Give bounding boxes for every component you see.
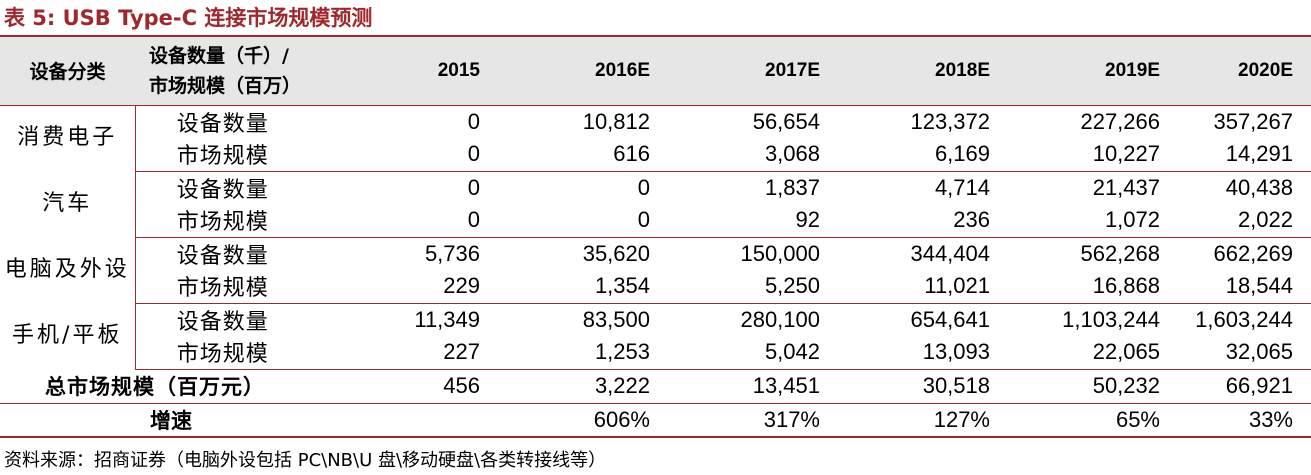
value-cell: 150,000 xyxy=(740,240,820,266)
header-category: 设备分类 xyxy=(0,37,135,106)
value-cell: 0 xyxy=(480,204,650,238)
value-cell: 3,068 xyxy=(650,138,820,172)
total-value: 66,921 xyxy=(1160,369,1311,404)
metric-cell: 设备数量 xyxy=(176,177,269,203)
table-row: 消费电子 设备数量 0 10,812 56,654 123,372 227,26… xyxy=(0,105,1311,171)
growth-value: 606% xyxy=(480,403,650,438)
header-row: 设备分类 设备数量（千）/ 市场规模（百万） 2015 2016E 2017E … xyxy=(0,37,1311,106)
metric-cell: 设备数量 xyxy=(176,111,269,137)
table-row: 市场规模 0 0 92 236 1,072 2,022 xyxy=(0,204,1311,238)
header-metric: 设备数量（千）/ 市场规模（百万） xyxy=(135,37,310,106)
growth-value: 317% xyxy=(650,403,820,438)
value-cell: 2,022 xyxy=(1160,204,1311,238)
total-value: 13,451 xyxy=(650,369,820,404)
value-cell: 0 xyxy=(310,138,480,172)
total-value: 3,222 xyxy=(480,369,650,404)
value-cell: 357,267 xyxy=(1213,108,1293,134)
value-cell: 18,544 xyxy=(1160,270,1311,304)
value-cell: 21,437 xyxy=(1092,174,1160,200)
value-cell: 344,404 xyxy=(910,240,990,266)
value-cell: 227,266 xyxy=(1080,108,1160,134)
total-value: 30,518 xyxy=(820,369,990,404)
category-cell: 消费电子 xyxy=(0,105,136,171)
table-title: 表 5: USB Type-C 连接市场规模预测 xyxy=(4,6,373,30)
value-cell: 1,354 xyxy=(480,270,650,304)
value-cell: 6,169 xyxy=(820,138,990,172)
metric-cell: 设备数量 xyxy=(176,309,269,335)
value-cell: 1,072 xyxy=(990,204,1160,238)
value-cell: 0 xyxy=(467,174,480,200)
value-cell: 13,093 xyxy=(820,336,990,370)
value-cell: 654,641 xyxy=(910,306,990,332)
header-year: 2019E xyxy=(990,37,1160,106)
table-row: 手机/平板 设备数量 11,349 83,500 280,100 654,641… xyxy=(0,303,1311,369)
table-row: 电脑及外设 设备数量 5,736 35,620 150,000 344,404 … xyxy=(0,237,1311,303)
value-cell: 56,654 xyxy=(752,108,820,134)
value-cell: 11,349 xyxy=(414,306,480,332)
top-rule xyxy=(0,35,1311,37)
value-cell: 280,100 xyxy=(740,306,820,332)
value-cell: 40,438 xyxy=(1225,174,1293,200)
table-row: 市场规模 227 1,253 5,042 13,093 22,065 32,06… xyxy=(0,336,1311,370)
value-cell: 5,736 xyxy=(424,240,480,266)
header-year: 2020E xyxy=(1160,37,1311,106)
growth-row: 增速 606% 317% 127% 65% 33% xyxy=(0,403,1311,438)
value-cell: 5,250 xyxy=(650,270,820,304)
value-cell: 123,372 xyxy=(910,108,990,134)
value-cell: 229 xyxy=(310,270,480,304)
value-cell: 0 xyxy=(310,204,480,238)
table-row: 市场规模 229 1,354 5,250 11,021 16,868 18,54… xyxy=(0,270,1311,304)
total-value: 456 xyxy=(310,369,480,404)
metric-cell: 市场规模 xyxy=(135,270,310,304)
value-cell: 5,042 xyxy=(650,336,820,370)
value-cell: 32,065 xyxy=(1160,336,1311,370)
category-cell: 汽车 xyxy=(0,171,136,237)
value-cell: 35,620 xyxy=(582,240,650,266)
header-year: 2016E xyxy=(480,37,650,106)
value-cell: 616 xyxy=(480,138,650,172)
value-cell: 14,291 xyxy=(1160,138,1311,172)
total-label: 总市场规模（百万元） xyxy=(0,369,310,404)
header-metric-line1: 设备数量（千）/ xyxy=(149,44,289,67)
value-cell: 22,065 xyxy=(990,336,1160,370)
value-cell: 562,268 xyxy=(1080,240,1160,266)
category-cell: 手机/平板 xyxy=(0,303,136,369)
metric-cell: 市场规模 xyxy=(135,138,310,172)
growth-value: 65% xyxy=(990,403,1160,438)
growth-value xyxy=(310,403,480,438)
category-cell: 电脑及外设 xyxy=(0,237,136,303)
growth-label: 增速 xyxy=(0,403,310,438)
header-metric-line2: 市场规模（百万） xyxy=(149,74,302,97)
header-year: 2015 xyxy=(310,37,480,106)
value-cell: 1,253 xyxy=(480,336,650,370)
value-cell: 0 xyxy=(467,108,480,134)
table-row: 汽车 设备数量 0 0 1,837 4,714 21,437 40,438 xyxy=(0,171,1311,237)
growth-value: 127% xyxy=(820,403,990,438)
value-cell: 92 xyxy=(650,204,820,238)
source-note: 资料来源：招商证券（电脑外设包括 PC\NB\U 盘\移动硬盘\各类转接线等） xyxy=(4,450,607,471)
total-value: 50,232 xyxy=(990,369,1160,404)
value-cell: 227 xyxy=(310,336,480,370)
value-cell: 1,103,244 xyxy=(1062,306,1160,332)
value-cell: 1,603,244 xyxy=(1195,306,1293,332)
value-cell: 0 xyxy=(637,174,650,200)
header-year: 2018E xyxy=(820,37,990,106)
value-cell: 83,500 xyxy=(582,306,650,332)
metric-cell: 设备数量 xyxy=(176,243,269,269)
total-row: 总市场规模（百万元） 456 3,222 13,451 30,518 50,23… xyxy=(0,369,1311,404)
value-cell: 1,837 xyxy=(764,174,820,200)
market-forecast-table: 设备分类 设备数量（千）/ 市场规模（百万） 2015 2016E 2017E … xyxy=(0,37,1311,438)
value-cell: 10,812 xyxy=(582,108,650,134)
value-cell: 236 xyxy=(820,204,990,238)
header-year: 2017E xyxy=(650,37,820,106)
value-cell: 662,269 xyxy=(1213,240,1293,266)
value-cell: 16,868 xyxy=(990,270,1160,304)
table-row: 市场规模 0 616 3,068 6,169 10,227 14,291 xyxy=(0,138,1311,172)
value-cell: 10,227 xyxy=(990,138,1160,172)
metric-cell: 市场规模 xyxy=(135,336,310,370)
value-cell: 4,714 xyxy=(934,174,990,200)
growth-value: 33% xyxy=(1160,403,1311,438)
metric-cell: 市场规模 xyxy=(135,204,310,238)
value-cell: 11,021 xyxy=(820,270,990,304)
